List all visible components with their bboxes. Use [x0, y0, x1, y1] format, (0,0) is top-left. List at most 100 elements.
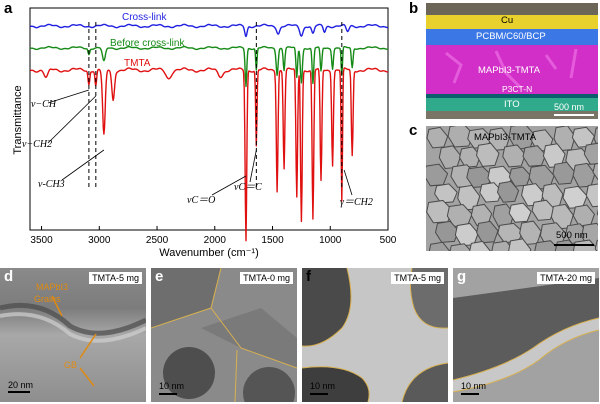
x-tick-label-2500: 2500 — [146, 235, 169, 246]
layer-cu — [426, 15, 598, 29]
arrow-gch2 — [343, 169, 353, 196]
grain — [572, 162, 596, 188]
grain — [476, 220, 499, 244]
grain — [572, 204, 596, 227]
x-tick-label-1000: 1000 — [319, 235, 342, 246]
tag-e: TMTA-0 mg — [240, 272, 293, 284]
arrow-ch3 — [61, 149, 105, 181]
scale-label-b: 500 nm — [554, 102, 585, 112]
annotation-v-ch: ν−CH — [31, 99, 57, 110]
grain — [449, 243, 472, 251]
arrow-cc — [249, 149, 257, 183]
grain — [426, 126, 449, 149]
grain — [469, 240, 491, 251]
grain — [583, 142, 598, 165]
grain — [476, 142, 500, 167]
ftir-chart: 3500 3000 2500 2000 1500 1000 500 Transmittanc… — [0, 0, 408, 262]
panel-f-label: f — [306, 268, 311, 285]
panel-a-label: a — [4, 0, 13, 17]
grain — [534, 240, 561, 251]
tem-image-f: f TMTA-5 mg 10 nm — [302, 268, 448, 402]
grain — [593, 127, 598, 149]
tag-d: TMTA-5 mg — [89, 272, 142, 284]
arrow-co — [211, 175, 247, 196]
annotation-v-ch2: ν−CH2 — [22, 139, 52, 150]
annot-grains-line2: Grains — [34, 294, 61, 304]
x-tick-label-3000: 3000 — [88, 235, 111, 246]
scale-label-f: 10 nm — [310, 381, 336, 391]
grain — [562, 185, 588, 209]
x-tick-label-2000: 2000 — [204, 235, 227, 246]
grain — [502, 144, 526, 168]
panel-g-label: g — [457, 268, 467, 285]
panel-b-label: b — [409, 0, 419, 17]
grain — [552, 161, 576, 185]
layer-pcbm — [426, 29, 598, 45]
ftir-chart-svg: 3500 3000 2500 2000 1500 1000 500 Transmittanc… — [12, 7, 397, 259]
layer-label-ito: ITO — [504, 99, 520, 110]
layer-label-perovskite-text: MAPbI3-TMTA — [478, 65, 541, 76]
grain — [594, 239, 598, 251]
tag-g: TMTA-20 mg — [537, 272, 595, 284]
scale-label-d: 20 nm — [8, 380, 34, 390]
tem-image-g: g TMTA-20 mg 10 nm — [453, 268, 599, 402]
x-axis-label: Wavenumber (cm⁻¹) — [159, 247, 259, 259]
grain — [531, 199, 556, 221]
x-tick-label-3500: 3500 — [30, 235, 53, 246]
panel-c-label: c — [409, 122, 418, 139]
annot-gb: GB — [64, 360, 78, 370]
scale-bar-c — [554, 244, 594, 246]
scale-label-g: 10 nm — [461, 381, 487, 391]
grain — [479, 182, 503, 203]
tem-image-d: d TMTA-5 mg MAPbI3 Grains GB 20 nm — [0, 268, 146, 402]
grain — [585, 183, 598, 208]
annot-grains-line1: MAPbI3 — [36, 282, 69, 292]
annotation-v-cc: νC＝C — [234, 182, 262, 193]
layer-label-perovskite: MAPbI3-TMTA — [478, 65, 540, 76]
grain — [508, 238, 532, 251]
layer-ito — [426, 98, 598, 111]
layer-label-pcbm: PCBM/C60/BCP — [476, 31, 546, 42]
x-ticks: 3500 3000 2500 2000 1500 1000 500 — [30, 226, 397, 246]
layer-perovskite — [426, 45, 598, 98]
grain — [459, 146, 481, 168]
grain — [508, 202, 532, 223]
annotation-arrows — [47, 89, 353, 196]
annotation-gamma-ch2: γ＝CH2 — [340, 197, 373, 208]
grain — [428, 241, 451, 251]
layer-p3ctn — [426, 94, 598, 98]
panel-d-label: d — [4, 268, 14, 285]
grain — [438, 145, 462, 169]
top-view-sem-image: MAPbI3-TMTA 500 nm — [426, 126, 598, 251]
x-tick-label-500: 500 — [380, 235, 397, 246]
arrow-ch — [47, 89, 90, 104]
series-line-tmta — [29, 67, 389, 242]
layer-label-p3ctn: P3CT-N — [502, 84, 533, 94]
grain-texture — [426, 126, 598, 251]
annotation-v-co: νC＝O — [187, 195, 215, 206]
series-label-cross-link: Cross-link — [122, 12, 167, 23]
grain — [447, 126, 474, 148]
tag-f: TMTA-5 mg — [391, 272, 444, 284]
series-label-before-cross-link: Before cross-link — [110, 38, 185, 49]
peak-markers — [88, 22, 343, 190]
series-line-before-cross-link — [29, 45, 389, 88]
tem-image-e: e TMTA-0 mg 10 nm — [151, 268, 297, 402]
panel-c-title: MAPbI3-TMTA — [474, 132, 537, 143]
annotation-v-ch3: ν-CH3 — [38, 179, 65, 190]
grain — [596, 209, 598, 216]
grain — [592, 163, 598, 181]
grain — [434, 220, 460, 243]
device-cross-section-image: Cu PCBM/C60/BCP MAPbI3-TMTA P3CT-N ITO 5… — [426, 3, 598, 119]
arrow-ch2 — [47, 95, 97, 144]
grain — [496, 180, 520, 203]
series-line-cross-link — [29, 23, 389, 38]
series-label-tmta: TMTA — [124, 58, 151, 69]
panel-e-label: e — [155, 268, 164, 285]
plot-frame — [29, 7, 389, 231]
scale-label-c: 500 nm — [556, 230, 588, 241]
y-axis-label: Transmittance — [12, 85, 24, 154]
x-tick-label-1500: 1500 — [261, 235, 284, 246]
grain — [434, 183, 458, 204]
layer-label-cu: Cu — [501, 15, 514, 26]
